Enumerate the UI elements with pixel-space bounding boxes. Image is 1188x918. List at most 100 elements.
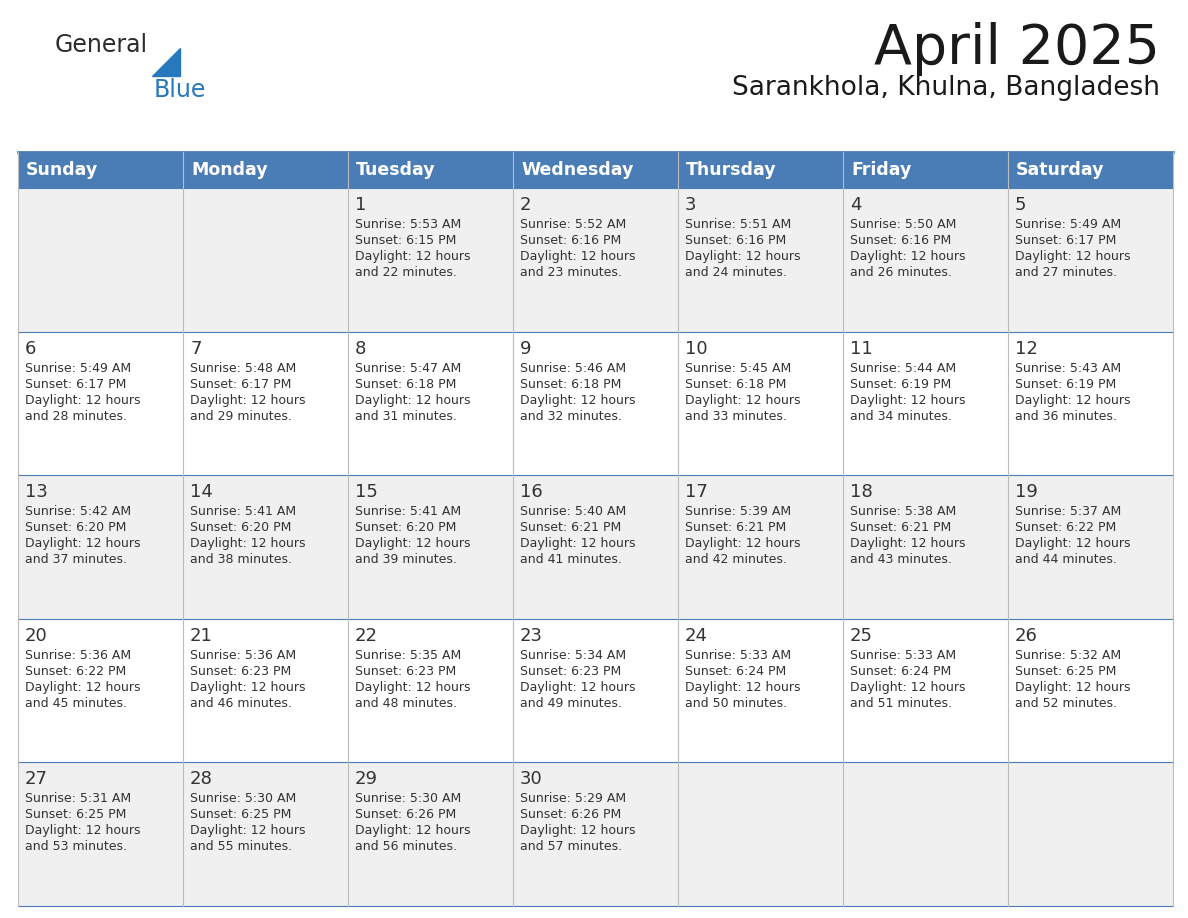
Text: and 37 minutes.: and 37 minutes. bbox=[25, 554, 127, 566]
Text: and 23 minutes.: and 23 minutes. bbox=[520, 266, 621, 279]
Text: Tuesday: Tuesday bbox=[356, 161, 436, 179]
Text: Daylight: 12 hours: Daylight: 12 hours bbox=[25, 681, 140, 694]
Text: 21: 21 bbox=[190, 627, 213, 644]
Text: Sunrise: 5:49 AM: Sunrise: 5:49 AM bbox=[1015, 218, 1121, 231]
Text: Sunrise: 5:41 AM: Sunrise: 5:41 AM bbox=[355, 505, 461, 518]
Text: and 50 minutes.: and 50 minutes. bbox=[685, 697, 788, 710]
Text: Sunset: 6:16 PM: Sunset: 6:16 PM bbox=[849, 234, 952, 247]
Text: Sunrise: 5:31 AM: Sunrise: 5:31 AM bbox=[25, 792, 131, 805]
Text: Daylight: 12 hours: Daylight: 12 hours bbox=[355, 681, 470, 694]
Text: 17: 17 bbox=[685, 483, 708, 501]
Text: Daylight: 12 hours: Daylight: 12 hours bbox=[190, 394, 305, 407]
Text: 8: 8 bbox=[355, 340, 366, 358]
Text: and 34 minutes.: and 34 minutes. bbox=[849, 409, 952, 422]
Text: Sunset: 6:25 PM: Sunset: 6:25 PM bbox=[25, 809, 126, 822]
Text: 1: 1 bbox=[355, 196, 366, 214]
Text: Daylight: 12 hours: Daylight: 12 hours bbox=[25, 824, 140, 837]
Text: Monday: Monday bbox=[191, 161, 267, 179]
Text: Sunset: 6:22 PM: Sunset: 6:22 PM bbox=[25, 665, 126, 677]
Text: and 48 minutes.: and 48 minutes. bbox=[355, 697, 457, 710]
Text: Sunday: Sunday bbox=[26, 161, 99, 179]
Bar bbox=[18, 331, 1173, 476]
Text: Daylight: 12 hours: Daylight: 12 hours bbox=[190, 681, 305, 694]
Text: and 46 minutes.: and 46 minutes. bbox=[190, 697, 292, 710]
Text: Daylight: 12 hours: Daylight: 12 hours bbox=[685, 681, 801, 694]
Text: Friday: Friday bbox=[851, 161, 911, 179]
Text: Thursday: Thursday bbox=[685, 161, 777, 179]
Text: Sunset: 6:20 PM: Sunset: 6:20 PM bbox=[355, 521, 456, 534]
Text: Daylight: 12 hours: Daylight: 12 hours bbox=[355, 394, 470, 407]
Text: Sunrise: 5:45 AM: Sunrise: 5:45 AM bbox=[685, 362, 791, 375]
Text: Sunrise: 5:50 AM: Sunrise: 5:50 AM bbox=[849, 218, 956, 231]
Text: and 45 minutes.: and 45 minutes. bbox=[25, 697, 127, 710]
Text: Sarankhola, Khulna, Bangladesh: Sarankhola, Khulna, Bangladesh bbox=[732, 75, 1159, 101]
Bar bbox=[18, 476, 1173, 619]
Text: Sunset: 6:22 PM: Sunset: 6:22 PM bbox=[1015, 521, 1117, 534]
Text: Daylight: 12 hours: Daylight: 12 hours bbox=[520, 250, 636, 263]
Text: Sunset: 6:18 PM: Sunset: 6:18 PM bbox=[520, 377, 621, 390]
Text: Sunset: 6:21 PM: Sunset: 6:21 PM bbox=[849, 521, 952, 534]
Text: Sunrise: 5:51 AM: Sunrise: 5:51 AM bbox=[685, 218, 791, 231]
Text: and 57 minutes.: and 57 minutes. bbox=[520, 840, 623, 854]
Text: 19: 19 bbox=[1015, 483, 1038, 501]
Text: Sunrise: 5:39 AM: Sunrise: 5:39 AM bbox=[685, 505, 791, 518]
Text: Sunset: 6:16 PM: Sunset: 6:16 PM bbox=[685, 234, 786, 247]
Text: 4: 4 bbox=[849, 196, 861, 214]
Text: Sunset: 6:25 PM: Sunset: 6:25 PM bbox=[1015, 665, 1117, 677]
Text: Daylight: 12 hours: Daylight: 12 hours bbox=[1015, 394, 1131, 407]
Text: Sunrise: 5:36 AM: Sunrise: 5:36 AM bbox=[25, 649, 131, 662]
Text: 11: 11 bbox=[849, 340, 873, 358]
Text: and 49 minutes.: and 49 minutes. bbox=[520, 697, 621, 710]
Text: and 53 minutes.: and 53 minutes. bbox=[25, 840, 127, 854]
Text: April 2025: April 2025 bbox=[874, 22, 1159, 76]
Text: Daylight: 12 hours: Daylight: 12 hours bbox=[685, 394, 801, 407]
Text: Sunrise: 5:40 AM: Sunrise: 5:40 AM bbox=[520, 505, 626, 518]
Text: Daylight: 12 hours: Daylight: 12 hours bbox=[190, 537, 305, 550]
Text: General: General bbox=[55, 33, 148, 57]
Text: Sunset: 6:24 PM: Sunset: 6:24 PM bbox=[685, 665, 786, 677]
Polygon shape bbox=[152, 48, 181, 76]
Text: Sunrise: 5:47 AM: Sunrise: 5:47 AM bbox=[355, 362, 461, 375]
Text: Sunrise: 5:44 AM: Sunrise: 5:44 AM bbox=[849, 362, 956, 375]
Text: and 29 minutes.: and 29 minutes. bbox=[190, 409, 292, 422]
Text: 26: 26 bbox=[1015, 627, 1038, 644]
Text: 24: 24 bbox=[685, 627, 708, 644]
Text: Daylight: 12 hours: Daylight: 12 hours bbox=[849, 250, 966, 263]
Text: and 43 minutes.: and 43 minutes. bbox=[849, 554, 952, 566]
Text: 23: 23 bbox=[520, 627, 543, 644]
Bar bbox=[18, 763, 1173, 906]
Text: Sunset: 6:24 PM: Sunset: 6:24 PM bbox=[849, 665, 952, 677]
Text: Sunrise: 5:52 AM: Sunrise: 5:52 AM bbox=[520, 218, 626, 231]
Text: Sunset: 6:26 PM: Sunset: 6:26 PM bbox=[520, 809, 621, 822]
Text: 14: 14 bbox=[190, 483, 213, 501]
Text: and 41 minutes.: and 41 minutes. bbox=[520, 554, 621, 566]
Text: Sunset: 6:17 PM: Sunset: 6:17 PM bbox=[25, 377, 126, 390]
Text: and 22 minutes.: and 22 minutes. bbox=[355, 266, 457, 279]
Text: Sunrise: 5:43 AM: Sunrise: 5:43 AM bbox=[1015, 362, 1121, 375]
Text: and 24 minutes.: and 24 minutes. bbox=[685, 266, 786, 279]
Text: and 36 minutes.: and 36 minutes. bbox=[1015, 409, 1117, 422]
Text: Sunset: 6:23 PM: Sunset: 6:23 PM bbox=[355, 665, 456, 677]
Text: Sunrise: 5:34 AM: Sunrise: 5:34 AM bbox=[520, 649, 626, 662]
Text: Sunrise: 5:49 AM: Sunrise: 5:49 AM bbox=[25, 362, 131, 375]
Text: Sunrise: 5:36 AM: Sunrise: 5:36 AM bbox=[190, 649, 296, 662]
Text: 6: 6 bbox=[25, 340, 37, 358]
Text: Sunset: 6:20 PM: Sunset: 6:20 PM bbox=[25, 521, 126, 534]
Text: Sunset: 6:16 PM: Sunset: 6:16 PM bbox=[520, 234, 621, 247]
Text: Sunrise: 5:46 AM: Sunrise: 5:46 AM bbox=[520, 362, 626, 375]
Text: and 32 minutes.: and 32 minutes. bbox=[520, 409, 621, 422]
Text: Sunrise: 5:53 AM: Sunrise: 5:53 AM bbox=[355, 218, 461, 231]
Text: and 31 minutes.: and 31 minutes. bbox=[355, 409, 457, 422]
Text: Daylight: 12 hours: Daylight: 12 hours bbox=[355, 824, 470, 837]
Text: Daylight: 12 hours: Daylight: 12 hours bbox=[849, 537, 966, 550]
Text: 5: 5 bbox=[1015, 196, 1026, 214]
Text: Daylight: 12 hours: Daylight: 12 hours bbox=[849, 394, 966, 407]
Text: Daylight: 12 hours: Daylight: 12 hours bbox=[1015, 250, 1131, 263]
Text: Sunset: 6:19 PM: Sunset: 6:19 PM bbox=[849, 377, 952, 390]
Bar bbox=[18, 188, 1173, 331]
Text: Sunset: 6:23 PM: Sunset: 6:23 PM bbox=[520, 665, 621, 677]
Text: 30: 30 bbox=[520, 770, 543, 789]
Text: Daylight: 12 hours: Daylight: 12 hours bbox=[355, 250, 470, 263]
Text: and 39 minutes.: and 39 minutes. bbox=[355, 554, 457, 566]
Text: and 26 minutes.: and 26 minutes. bbox=[849, 266, 952, 279]
